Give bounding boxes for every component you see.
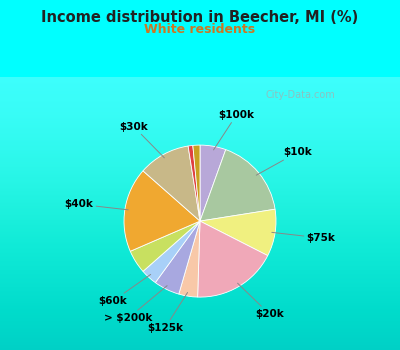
Text: $60k: $60k xyxy=(99,274,151,306)
Text: > $200k: > $200k xyxy=(104,286,167,323)
Text: Income distribution in Beecher, MI (%): Income distribution in Beecher, MI (%) xyxy=(41,10,359,25)
Wedge shape xyxy=(179,221,200,297)
Wedge shape xyxy=(198,221,268,297)
Wedge shape xyxy=(200,145,226,221)
Wedge shape xyxy=(193,145,200,221)
Wedge shape xyxy=(188,146,200,221)
Wedge shape xyxy=(200,209,276,256)
Text: City-Data.com: City-Data.com xyxy=(265,90,335,99)
Text: $10k: $10k xyxy=(256,147,312,175)
Text: $20k: $20k xyxy=(238,283,284,319)
Wedge shape xyxy=(155,221,200,294)
Wedge shape xyxy=(200,149,275,221)
Wedge shape xyxy=(143,221,200,282)
Text: $30k: $30k xyxy=(119,121,164,158)
Text: White residents: White residents xyxy=(144,23,256,36)
Text: $100k: $100k xyxy=(214,110,254,150)
Wedge shape xyxy=(124,171,200,251)
Text: $40k: $40k xyxy=(64,199,128,210)
Wedge shape xyxy=(130,221,200,271)
Text: $75k: $75k xyxy=(272,232,336,243)
Wedge shape xyxy=(143,146,200,221)
Text: $125k: $125k xyxy=(147,293,188,333)
